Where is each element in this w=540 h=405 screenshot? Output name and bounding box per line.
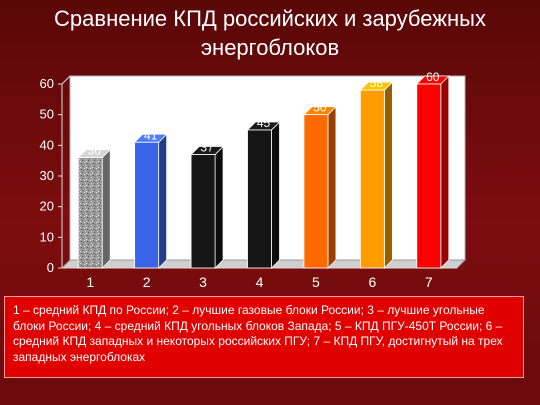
y-axis-depth-top (61, 75, 71, 85)
data-label: 50 (313, 101, 327, 115)
bar-side (271, 121, 280, 269)
bar-front (190, 154, 216, 269)
bar-front (77, 157, 103, 269)
data-label: 45 (257, 116, 271, 130)
x-tick-label: 5 (312, 274, 320, 290)
bar-1: 36 (77, 144, 112, 269)
bar-side (327, 105, 337, 269)
title-line-1: Сравнение КПД российских и зарубежных (54, 6, 486, 31)
bar-7: 60 (415, 70, 450, 269)
y-tick-label: 50 (40, 107, 54, 122)
bar-side (214, 145, 224, 269)
legend-note: 1 – средний КПД по России; 2 – лучшие га… (4, 296, 524, 378)
y-tick-label: 40 (40, 137, 54, 152)
data-label: 60 (426, 70, 440, 84)
x-tick-label: 4 (256, 274, 264, 290)
x-axis-labels: 1 2 3 4 5 6 7 (86, 274, 433, 290)
y-tick-label: 30 (40, 168, 54, 183)
bar-front (416, 83, 442, 269)
x-tick-label: 2 (143, 274, 151, 290)
x-tick-label: 1 (86, 274, 94, 290)
bar-side (383, 81, 393, 269)
bar-front (247, 129, 272, 269)
bar-side (440, 75, 450, 269)
bar-4: 45 (246, 116, 281, 269)
x-tick-label: 3 (199, 274, 207, 290)
title-line-2: энергоблоков (200, 35, 340, 60)
y-tick-label: 60 (40, 76, 54, 91)
bar-front (303, 114, 329, 269)
data-label: 41 (144, 128, 158, 142)
bar-series: 36 41 37 45 50 58 60 (77, 70, 450, 269)
data-label: 37 (200, 141, 214, 155)
page-title: Сравнение КПД российских и зарубежных эн… (0, 4, 540, 62)
legend-text: 1 – средний КПД по России; 2 – лучшие га… (13, 303, 503, 364)
bar-2: 41 (133, 128, 168, 269)
bar-front (134, 141, 160, 269)
bar-side (158, 133, 168, 269)
data-label: 58 (370, 76, 384, 90)
y-tick-label: 0 (47, 260, 54, 275)
bar-side (101, 148, 111, 269)
x-tick-label: 6 (368, 274, 376, 290)
y-axis-ticks: 0 10 20 30 40 50 60 (40, 76, 62, 275)
bar-5: 50 (302, 101, 337, 269)
x-tick-label: 7 (425, 274, 433, 290)
bar-6: 58 (359, 76, 394, 269)
y-tick-label: 20 (40, 199, 54, 214)
y-tick-label: 10 (40, 229, 54, 244)
data-label: 36 (88, 144, 102, 158)
bar-front (359, 89, 385, 269)
bar-3: 37 (190, 141, 225, 269)
